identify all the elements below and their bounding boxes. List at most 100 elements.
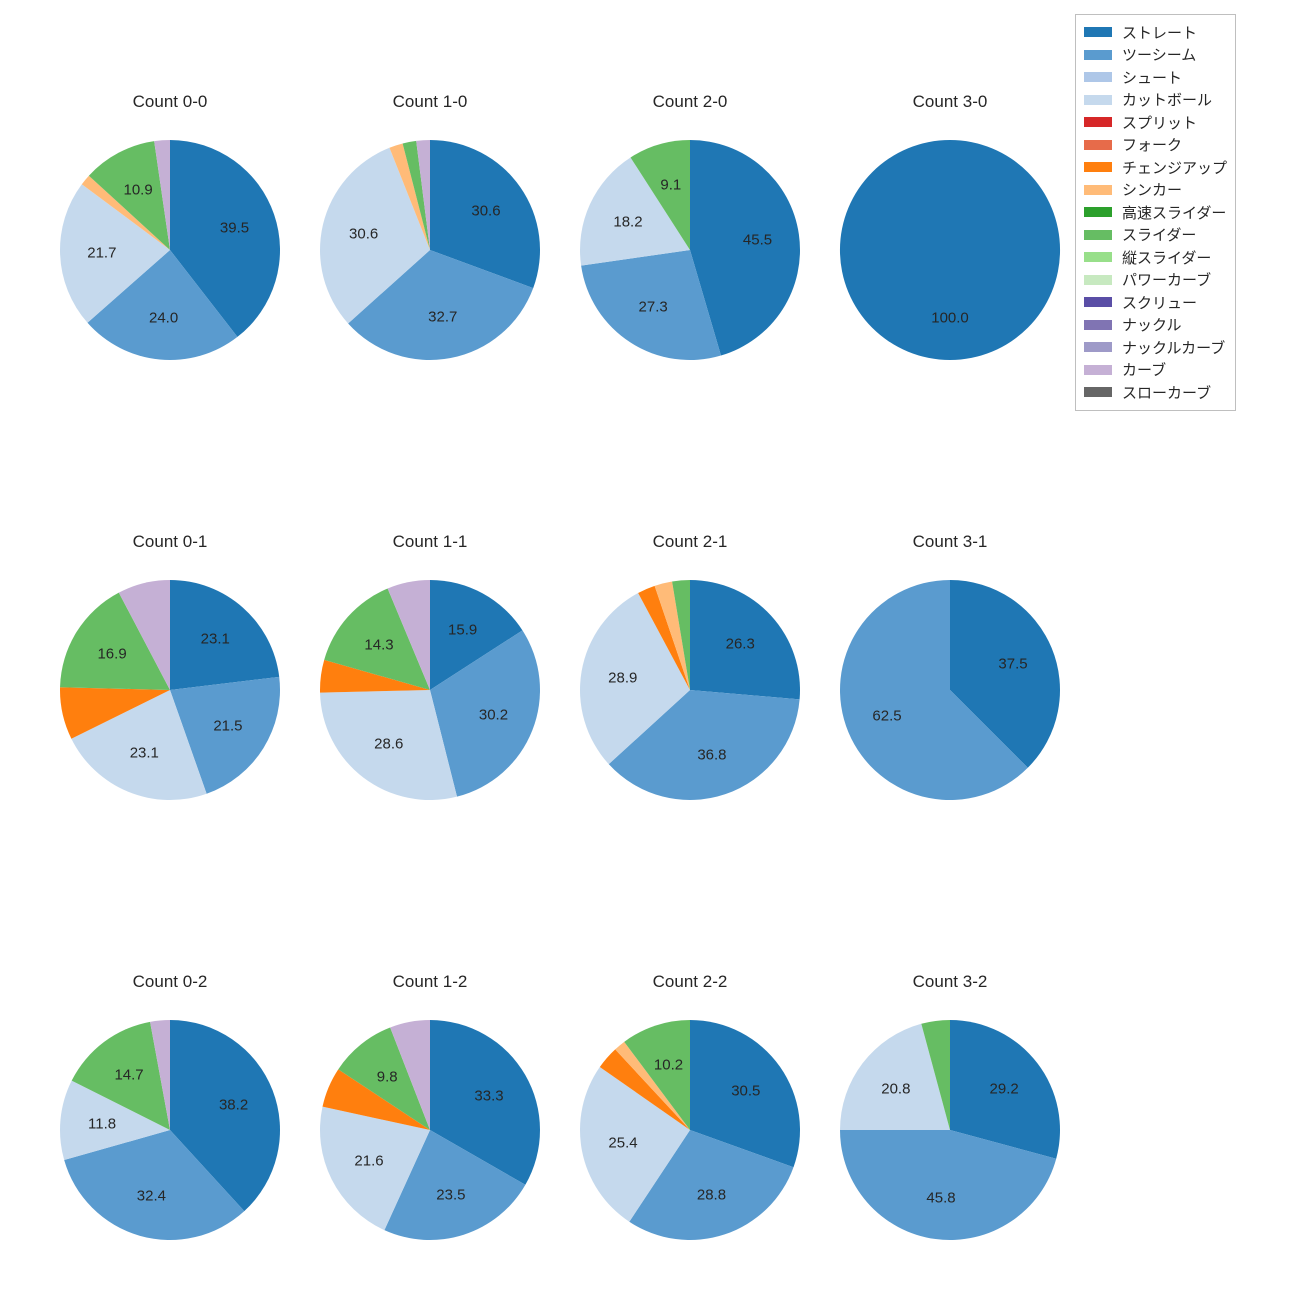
- pie-slice-label: 21.5: [213, 717, 242, 734]
- pie-slice-label: 36.8: [697, 746, 726, 763]
- legend-swatch: [1084, 297, 1112, 307]
- legend-item: 縦スライダー: [1084, 246, 1227, 269]
- pie-title: Count 3-1: [820, 532, 1080, 552]
- pie-title: Count 2-0: [560, 92, 820, 112]
- pie-slice-label: 30.6: [349, 226, 378, 243]
- legend-item: 高速スライダー: [1084, 201, 1227, 224]
- pie-cell: Count 0-039.524.021.710.9: [40, 70, 300, 370]
- pie: 100.0: [820, 120, 1080, 380]
- legend-label: 縦スライダー: [1122, 247, 1211, 268]
- pie: 45.527.318.29.1: [560, 120, 820, 380]
- legend-swatch: [1084, 365, 1112, 375]
- legend-label: ツーシーム: [1122, 44, 1196, 65]
- pie-cell: Count 0-238.232.411.814.7: [40, 950, 300, 1250]
- legend-item: ナックル: [1084, 314, 1227, 337]
- pie-cell: Count 2-230.528.825.410.2: [560, 950, 820, 1250]
- legend-swatch: [1084, 252, 1112, 262]
- pie-slice-label: 11.8: [88, 1115, 116, 1132]
- legend-swatch: [1084, 140, 1112, 150]
- pie-title: Count 0-2: [40, 972, 300, 992]
- legend-label: シュート: [1122, 67, 1182, 88]
- pie-slice-label: 28.6: [374, 736, 403, 753]
- pie-slice-label: 15.9: [448, 622, 477, 639]
- pie-slice-label: 26.3: [726, 635, 755, 652]
- pie-cell: Count 2-1 26.3 36.8 28.9: [560, 510, 820, 810]
- pie: 26.3 36.8 28.9: [560, 560, 820, 820]
- legend-swatch: [1084, 230, 1112, 240]
- pie-slice-label: 38.2: [219, 1097, 248, 1114]
- pie: 30.528.825.410.2: [560, 1000, 820, 1260]
- pie-title: Count 1-2: [300, 972, 560, 992]
- legend-label: ナックル: [1122, 314, 1182, 335]
- pie-slice-label: 21.6: [354, 1152, 383, 1169]
- pie-slice-label: 27.3: [639, 299, 668, 316]
- legend-swatch: [1084, 95, 1112, 105]
- pie-cell: Count 1-115.930.228.614.3: [300, 510, 560, 810]
- pie-slice-label: 9.1: [660, 176, 681, 193]
- legend-swatch: [1084, 162, 1112, 172]
- chart-grid: Count 0-039.524.021.710.9Count 1-030.632…: [0, 0, 1300, 1300]
- pie-cell: Count 0-123.121.523.116.9: [40, 510, 300, 810]
- legend-item: カーブ: [1084, 359, 1227, 382]
- pie-slice-label: 18.2: [613, 213, 642, 230]
- legend-item: スローカーブ: [1084, 381, 1227, 404]
- pie-slice-label: 28.8: [697, 1186, 726, 1203]
- legend-item: カットボール: [1084, 89, 1227, 112]
- pie-title: Count 0-0: [40, 92, 300, 112]
- legend-swatch: [1084, 342, 1112, 352]
- pie-slice-label: 32.7: [428, 308, 457, 325]
- legend-label: カットボール: [1122, 89, 1212, 110]
- legend-label: カーブ: [1122, 359, 1166, 380]
- pie-slice-label: 37.5: [998, 655, 1027, 672]
- pie-title: Count 2-1: [560, 532, 820, 552]
- pie-slice-label: 14.3: [364, 636, 393, 653]
- pie-slice-label: 24.0: [149, 309, 178, 326]
- pie-title: Count 3-2: [820, 972, 1080, 992]
- legend-swatch: [1084, 27, 1112, 37]
- legend-label: 高速スライダー: [1122, 202, 1226, 223]
- pie-slice-label: 30.5: [731, 1082, 760, 1099]
- pie-slice-label: 62.5: [872, 708, 901, 725]
- pie-slice-label: 25.4: [608, 1134, 637, 1151]
- pie-slice-label: 23.1: [130, 745, 159, 762]
- pie-slice-label: 23.5: [436, 1186, 465, 1203]
- legend-item: スクリュー: [1084, 291, 1227, 314]
- pie-cell: Count 1-233.323.521.69.8: [300, 950, 560, 1250]
- legend-label: ストレート: [1122, 22, 1197, 43]
- pie-slice-label: 16.9: [97, 646, 126, 663]
- legend-item: スライダー: [1084, 224, 1227, 247]
- pie: 37.5 62.5: [820, 560, 1080, 820]
- legend-swatch: [1084, 50, 1112, 60]
- pie-slice-label: 23.1: [201, 630, 230, 647]
- pie-slice: [840, 140, 1060, 360]
- legend-swatch: [1084, 185, 1112, 195]
- pie-slice-label: 9.8: [377, 1068, 398, 1085]
- legend-swatch: [1084, 117, 1112, 127]
- legend-item: シュート: [1084, 66, 1227, 89]
- legend-item: スプリット: [1084, 111, 1227, 134]
- legend-label: スライダー: [1122, 224, 1196, 245]
- legend-label: スクリュー: [1122, 292, 1197, 313]
- pie-cell: Count 2-045.527.318.29.1: [560, 70, 820, 370]
- pie-slice-label: 30.2: [479, 706, 508, 723]
- legend-item: フォーク: [1084, 134, 1227, 157]
- legend-label: シンカー: [1122, 179, 1182, 200]
- legend-swatch: [1084, 72, 1112, 82]
- legend-swatch: [1084, 387, 1112, 397]
- pie: 39.524.021.710.9: [40, 120, 300, 380]
- pie-slice-label: 39.5: [220, 219, 249, 236]
- legend-item: ストレート: [1084, 21, 1227, 44]
- pie-title: Count 3-0: [820, 92, 1080, 112]
- pie-slice-label: 21.7: [87, 244, 116, 261]
- pie: 15.9 30.2 28.6 14.3: [300, 560, 560, 820]
- legend-item: ツーシーム: [1084, 44, 1227, 67]
- pie-cell: Count 3-0100.0: [820, 70, 1080, 370]
- legend-label: スローカーブ: [1122, 382, 1211, 403]
- pie-cell: Count 3-1 37.5 62.5: [820, 510, 1080, 810]
- legend-swatch: [1084, 207, 1112, 217]
- pie: 33.323.521.69.8: [300, 1000, 560, 1260]
- legend-label: ナックルカーブ: [1122, 337, 1225, 358]
- pie-slice-label: 28.9: [608, 670, 637, 687]
- legend-label: スプリット: [1122, 112, 1197, 133]
- pie: 38.232.411.814.7: [40, 1000, 300, 1260]
